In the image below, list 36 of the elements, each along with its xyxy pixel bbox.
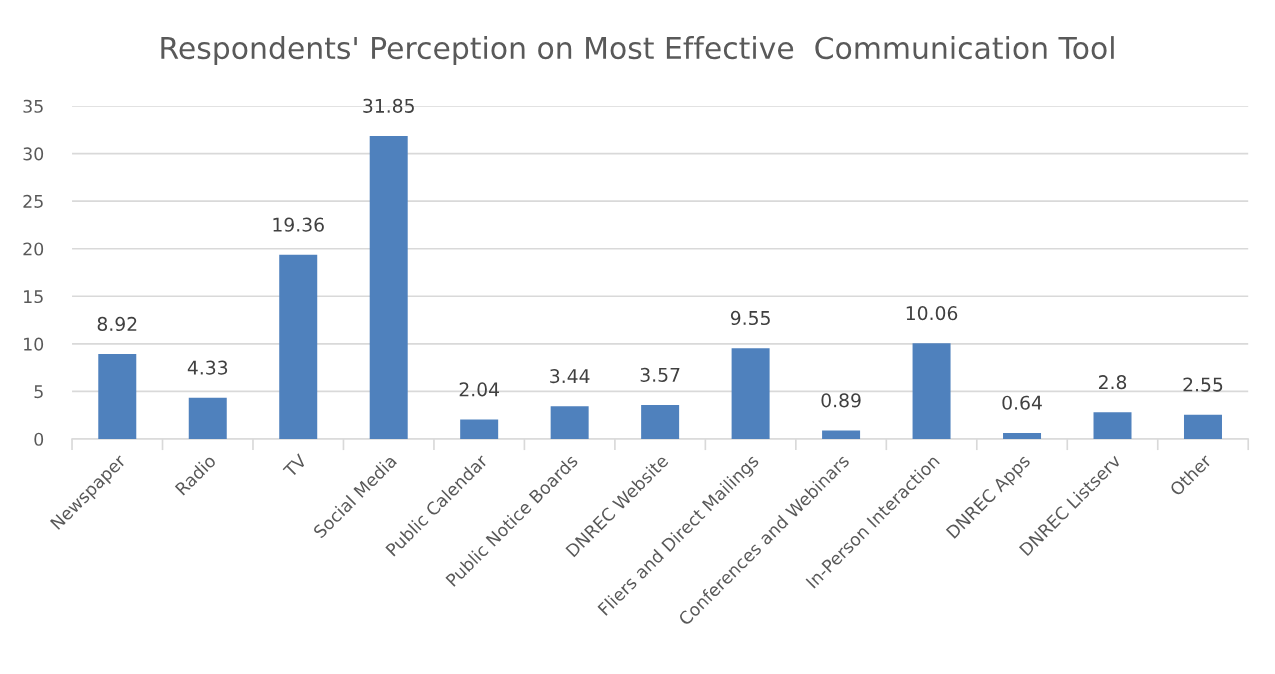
bar	[279, 254, 318, 439]
y-tick-label: 10	[24, 337, 44, 351]
bar	[1183, 414, 1222, 439]
data-label: 4.33	[187, 360, 228, 375]
data-label: 9.55	[730, 310, 770, 326]
y-tick-label: 30	[23, 147, 44, 161]
bar	[912, 343, 951, 439]
y-tick-label: 25	[23, 194, 43, 208]
data-label: 2.8	[1098, 375, 1127, 390]
data-label: 10.06	[906, 306, 958, 321]
y-tick-label: 5	[34, 385, 43, 399]
bar	[369, 135, 408, 439]
bar	[98, 354, 137, 439]
bar	[731, 348, 770, 439]
y-tick-label: 35	[23, 99, 43, 113]
y-tick-label: 0	[34, 432, 44, 446]
bar	[550, 406, 589, 439]
data-label: 3.44	[550, 368, 590, 384]
data-label: 0.89	[821, 393, 861, 408]
bar	[641, 405, 680, 439]
data-label: 2.04	[459, 382, 499, 397]
x-tick-label: TV	[282, 453, 308, 479]
chart-title: Respondents' Perception on Most Effective Communication Tool	[161, 36, 1114, 65]
data-label: 2.55	[1183, 377, 1223, 392]
bar	[188, 397, 227, 439]
data-label: 3.57	[640, 367, 680, 382]
y-tick-label: 20	[23, 242, 44, 256]
data-label: 0.64	[1002, 395, 1042, 410]
bar	[1003, 432, 1042, 439]
data-label: 19.36	[273, 217, 324, 232]
bar	[1093, 412, 1132, 439]
data-label: 31.85	[363, 98, 414, 113]
data-label: 8.92	[97, 316, 137, 332]
y-tick-label: 15	[24, 290, 43, 304]
bar	[460, 419, 499, 439]
bar	[822, 430, 861, 439]
